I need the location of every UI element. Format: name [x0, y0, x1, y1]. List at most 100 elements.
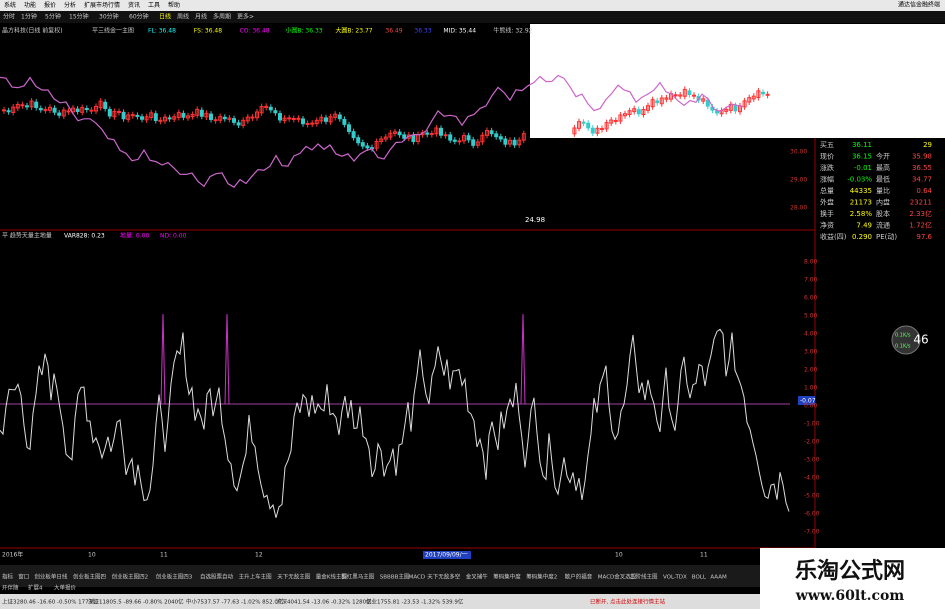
candle	[250, 116, 255, 119]
indicator-tab[interactable]: 二阶线主图	[630, 573, 658, 581]
candle	[144, 116, 149, 121]
candle	[6, 110, 11, 113]
indicator-tab[interactable]: 筹码集中度2	[526, 573, 557, 581]
indicator-tab[interactable]: 天下无敌多空	[427, 573, 461, 581]
indicator-tab[interactable]: 金叉捕牛	[466, 573, 489, 581]
indicator-tab[interactable]: 天下无敌主图	[277, 573, 311, 581]
menu-item[interactable]: 帮助	[168, 1, 180, 9]
indicator-tab[interactable]: 自选股票自动	[200, 573, 234, 581]
menu-item[interactable]: 功能	[24, 1, 36, 9]
candle	[374, 141, 379, 149]
candle	[379, 138, 384, 142]
spike	[160, 313, 166, 405]
extra-tab[interactable]: 大单报价	[54, 584, 77, 592]
period-tab[interactable]: 周线	[177, 13, 189, 21]
price-axis-label: 30.00	[790, 149, 807, 156]
candle	[641, 108, 646, 116]
candle	[2, 109, 6, 112]
quote-value: 0.64	[916, 187, 932, 195]
period-tab[interactable]: 分时	[3, 13, 15, 21]
indicator-tab[interactable]: 创业板主图四	[73, 573, 106, 581]
period-tab[interactable]: 1分钟	[21, 13, 37, 21]
candle	[232, 118, 236, 123]
sub-axis-label: -7.00	[804, 529, 820, 536]
quote-label: 今开	[876, 152, 890, 161]
candle	[655, 100, 660, 104]
candle	[664, 97, 669, 100]
candle	[328, 116, 333, 123]
indicator-tab[interactable]: VOL-TDX	[663, 575, 687, 581]
candle	[195, 108, 200, 116]
quote-label: 涨跌	[820, 163, 834, 172]
indicator-tab[interactable]: AAAM	[710, 575, 727, 581]
candle	[756, 90, 761, 98]
tab-bar	[0, 565, 760, 587]
speed-badge[interactable]	[891, 325, 921, 355]
indicator-tab[interactable]: 创业板主图四3	[156, 573, 193, 581]
stock-name: 晶方科技(日线 前复权)	[2, 27, 63, 35]
sub-item: VAR828: 0.23	[64, 233, 105, 240]
indicator-tab[interactable]: 主升上车主图	[239, 573, 273, 581]
candle	[687, 90, 692, 95]
indicator-tab[interactable]: 散户的福音	[565, 573, 593, 581]
indicator-tab[interactable]: 量金K线主图	[316, 573, 348, 581]
menu-item[interactable]: 报价	[44, 1, 56, 9]
period-tab[interactable]: 30分钟	[99, 13, 119, 21]
header-item: 小圆B: 36.33	[285, 27, 322, 35]
indicator-tab[interactable]: MACD	[409, 575, 426, 581]
candle	[153, 113, 158, 121]
watermark-url: www.60lt.com	[795, 588, 905, 604]
extra-tab[interactable]: 扩展4	[28, 584, 43, 592]
extra-tab[interactable]: 开伴随	[2, 584, 19, 592]
indicator-tab[interactable]: BOLL	[692, 575, 707, 581]
indicator-tab[interactable]: 群红黑马主图	[341, 573, 375, 581]
period-tab[interactable]: 5分钟	[45, 13, 61, 21]
candle	[586, 122, 591, 129]
candle	[701, 98, 706, 102]
candle	[149, 112, 154, 118]
candle	[590, 127, 595, 134]
candle	[241, 119, 246, 126]
candle	[126, 114, 131, 120]
candle	[222, 116, 227, 120]
candle	[632, 108, 637, 113]
date-label: 12	[255, 552, 263, 559]
candle	[52, 107, 57, 113]
quote-label: 现价	[820, 153, 834, 161]
candle	[167, 117, 172, 120]
period-tab[interactable]: 多周期	[213, 13, 231, 21]
indicator-tab[interactable]: 窗口	[18, 573, 29, 581]
indicator-tab[interactable]: 创业板单日线	[34, 573, 68, 581]
candle	[452, 139, 457, 142]
candle	[627, 110, 632, 115]
candle	[29, 100, 34, 108]
candle	[443, 134, 448, 137]
indicator-tab[interactable]: SBBBB主图	[380, 573, 410, 581]
header-item: 牛熊线: 32.92	[493, 27, 532, 35]
menu-item[interactable]: 扩展市场行情	[84, 1, 120, 9]
candle	[517, 139, 522, 146]
indicator-tab[interactable]: 筹码集中度	[493, 573, 521, 581]
menu-item[interactable]: 资讯	[128, 1, 140, 9]
period-tab[interactable]: 日线	[159, 13, 171, 21]
candle	[600, 128, 604, 131]
menu-item[interactable]: 工具	[148, 2, 160, 9]
candle	[678, 94, 683, 97]
candle	[112, 110, 117, 118]
period-tab[interactable]: 更多>	[237, 13, 254, 21]
quote-label: PE(动)	[876, 232, 897, 241]
menu-item[interactable]: 分析	[64, 1, 76, 9]
candle	[765, 93, 770, 96]
period-tab[interactable]: 月线	[195, 13, 207, 21]
quote-label: 最高	[876, 163, 890, 172]
indicator-tab[interactable]: 创业板主图四2	[112, 573, 149, 581]
period-tab[interactable]: 15分钟	[69, 13, 89, 21]
period-tab[interactable]: 60分钟	[129, 13, 149, 21]
candle	[314, 119, 319, 125]
menu-item[interactable]: 系统	[4, 1, 16, 9]
quote-label: 净资	[820, 221, 834, 230]
candle	[107, 108, 112, 117]
indicator-tab[interactable]: 指标	[2, 573, 14, 581]
candle	[103, 101, 108, 109]
indicator-tab[interactable]: MACD金叉选股	[598, 573, 637, 581]
